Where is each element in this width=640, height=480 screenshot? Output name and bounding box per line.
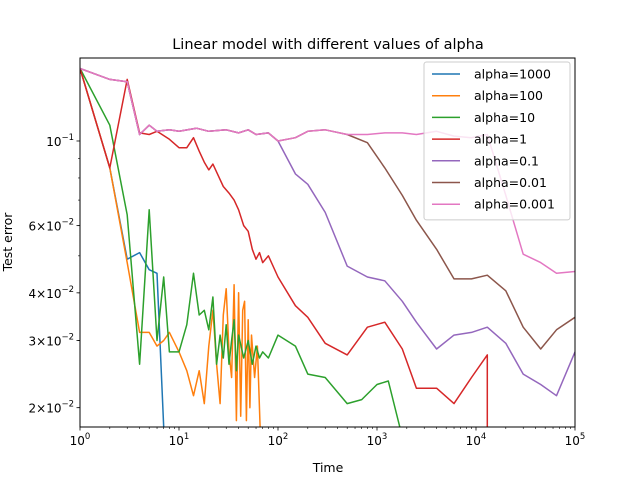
legend-label: alpha=0.001 — [474, 197, 555, 212]
plot-frame — [79, 57, 576, 428]
series-line-2 — [80, 68, 401, 427]
legend-label: alpha=10 — [474, 110, 535, 125]
x-axis-label: Time — [312, 460, 344, 475]
x-tick-label: 104 — [466, 432, 487, 448]
legend-label: alpha=1000 — [474, 67, 551, 82]
legend: alpha=1000 alpha=100 alpha=10 alpha=1 alpha=… — [423, 61, 571, 221]
y-tick-label: 4×10−2 — [28, 285, 74, 301]
x-tick-label: 102 — [268, 432, 289, 448]
series-line-3 — [80, 68, 489, 427]
y-axis-label: Test error — [0, 212, 15, 273]
chart-title: Linear model with different values of al… — [172, 37, 484, 53]
series-line-1 — [80, 68, 261, 427]
legend-label: alpha=0.1 — [474, 153, 539, 168]
legend-box — [423, 61, 571, 221]
legend-label: alpha=0.01 — [474, 175, 547, 190]
x-tick-label: 105 — [565, 432, 586, 448]
x-tick-label: 103 — [367, 432, 388, 448]
y-tick-label: 2×10−2 — [28, 400, 74, 416]
y-tick-label: 3×10−2 — [28, 332, 74, 348]
legend-label: alpha=1 — [474, 132, 527, 147]
axes-layer: 100 101 102 103 104 105 2×10−2 3×10−2 4×10−2 6×10… — [28, 133, 585, 448]
y-tick-label: 6×10−2 — [28, 218, 74, 234]
x-tick-label: 100 — [70, 432, 91, 448]
x-tick-label: 101 — [169, 432, 190, 448]
y-tick-label: 10−1 — [46, 133, 74, 149]
legend-label: alpha=100 — [474, 88, 543, 103]
